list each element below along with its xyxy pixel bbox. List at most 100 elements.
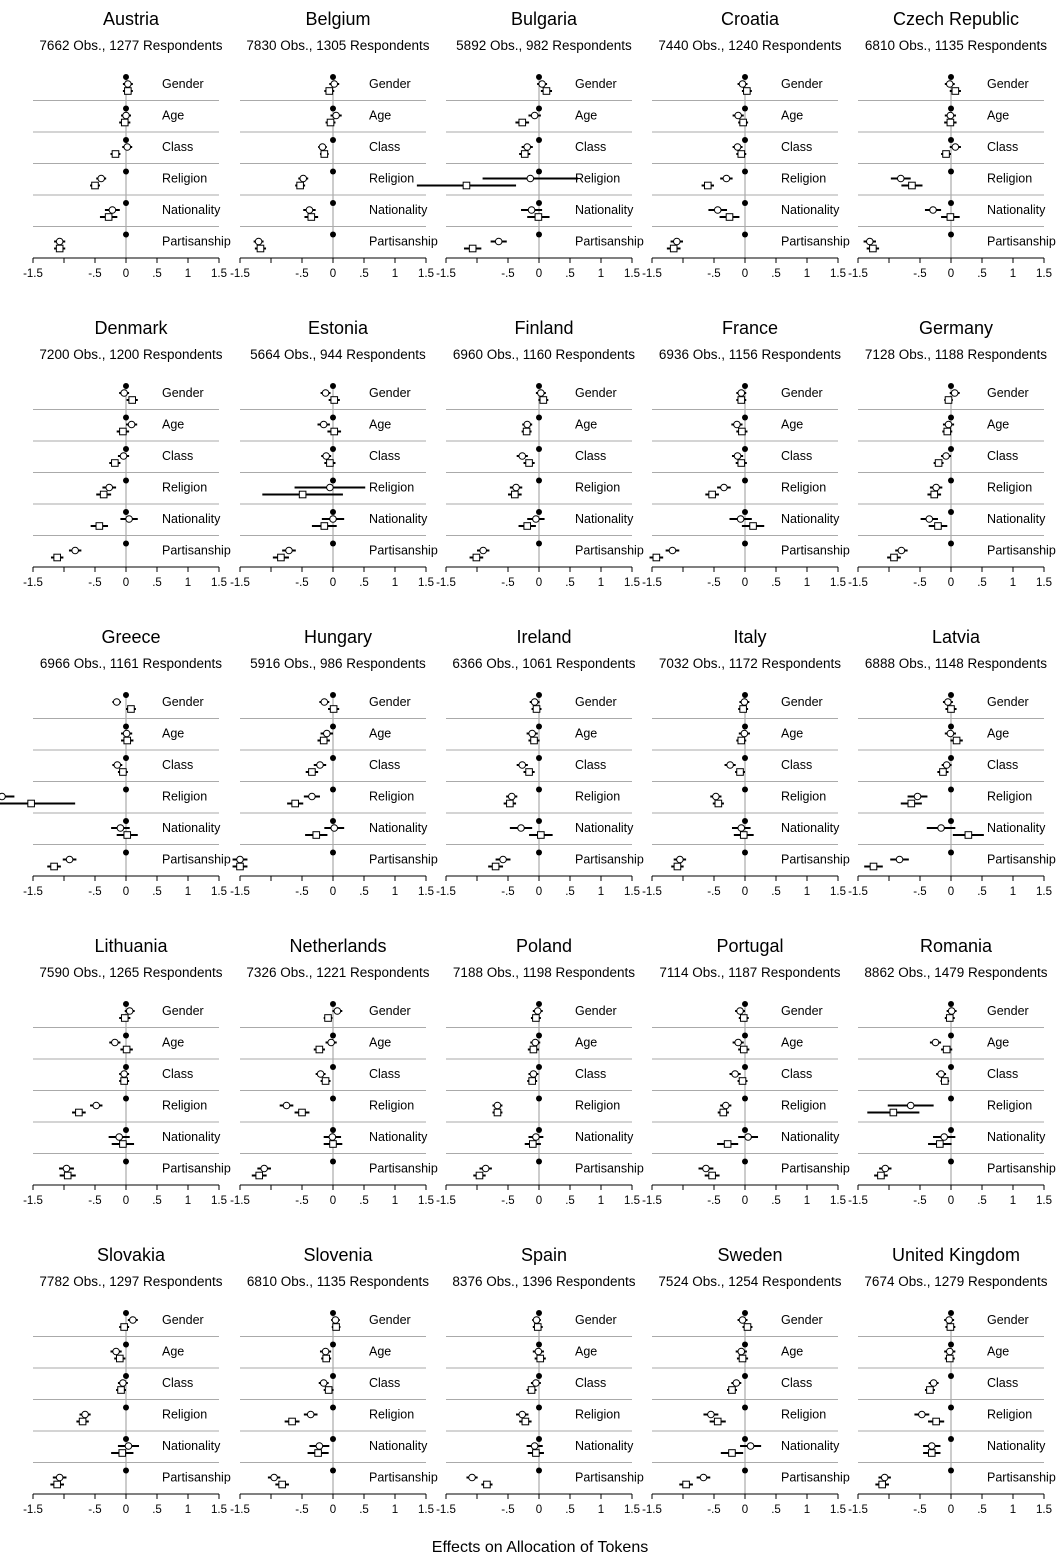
point-circle — [113, 761, 122, 769]
panel-title: Slovakia — [97, 1245, 166, 1265]
panel-subtitle: 7128 Obs., 1188 Respondents — [865, 347, 1047, 362]
category-label: Religion — [575, 790, 620, 804]
point-square — [749, 522, 757, 530]
point-circle — [316, 761, 324, 769]
category-label: Partisanship — [369, 235, 438, 249]
reference-dot — [123, 1064, 129, 1070]
point-circle — [282, 1101, 291, 1110]
category-label: Age — [575, 109, 597, 123]
point-circle — [55, 237, 64, 246]
reference-dot — [742, 1404, 748, 1411]
category-label: Religion — [369, 1408, 414, 1422]
category-label: Gender — [781, 77, 823, 91]
point-square — [932, 1417, 940, 1426]
reference-dot — [330, 1310, 336, 1316]
x-tick-label: -.5 — [913, 1504, 926, 1516]
panel-subtitle: 6810 Obs., 1135 Respondents — [865, 38, 1047, 53]
point-circle — [112, 1347, 120, 1356]
x-tick-label: -.5 — [295, 886, 308, 898]
reference-dot — [742, 477, 748, 484]
x-tick-label: 0 — [330, 886, 336, 898]
category-label: Age — [162, 727, 184, 741]
point-circle — [512, 483, 520, 492]
point-circle — [534, 1347, 543, 1356]
point-circle — [122, 729, 131, 738]
point-square — [708, 490, 716, 499]
point-square — [890, 553, 898, 562]
point-circle — [318, 143, 327, 151]
reference-dot — [742, 1064, 748, 1070]
x-tick-label: 1 — [1010, 886, 1016, 898]
point-circle — [746, 1442, 755, 1450]
x-tick-label: 0 — [742, 886, 748, 898]
point-square — [119, 427, 127, 436]
point-circle — [125, 1007, 134, 1015]
point-square — [118, 1449, 127, 1457]
panel-bulgaria: Bulgaria 5892 Obs., 982 Respondents Gender… — [416, 9, 644, 280]
point-circle — [737, 389, 746, 397]
reference-dot — [330, 786, 336, 793]
point-square — [256, 244, 265, 253]
reference-dot — [123, 1127, 129, 1133]
reference-dot — [123, 74, 129, 80]
point-circle — [55, 1473, 64, 1482]
category-label: Age — [781, 1345, 803, 1359]
reference-dot — [536, 1341, 542, 1348]
x-tick-label: -.5 — [913, 577, 926, 589]
category-label: Nationality — [781, 1439, 840, 1453]
reference-dot — [742, 1001, 748, 1007]
category-label: Nationality — [575, 512, 634, 526]
point-square — [941, 1077, 949, 1085]
point-circle — [721, 1101, 730, 1110]
category-label: Partisanship — [781, 1471, 850, 1485]
point-circle — [946, 111, 955, 120]
x-tick-label: -1.5 — [230, 1504, 250, 1516]
x-tick-label: -1.5 — [230, 886, 250, 898]
point-circle — [918, 1410, 926, 1419]
point-square — [330, 396, 339, 404]
point-square — [682, 1480, 690, 1489]
category-label: Gender — [162, 77, 204, 91]
reference-dot — [330, 1404, 336, 1411]
point-circle — [305, 206, 314, 214]
panel-subtitle: 8862 Obs., 1479 Respondents — [864, 965, 1047, 980]
point-square — [319, 736, 328, 745]
category-label: Gender — [369, 386, 411, 400]
reference-dot — [123, 723, 129, 730]
point-square — [532, 1449, 540, 1457]
panel-hungary: Hungary 5916 Obs., 986 Respondents Gender A… — [230, 627, 438, 898]
point-circle — [518, 452, 527, 460]
point-square — [527, 1386, 536, 1394]
reference-dot — [948, 723, 954, 730]
x-tick-label: 1 — [392, 1504, 398, 1516]
x-tick-label: .5 — [771, 1195, 781, 1207]
category-label: Nationality — [781, 1130, 840, 1144]
reference-dot — [123, 477, 129, 484]
point-square — [877, 1171, 885, 1180]
panel-sweden: Sweden 7524 Obs., 1254 Respondents Gender A… — [642, 1245, 850, 1516]
panel-title: Austria — [103, 9, 160, 29]
category-label: Partisanship — [781, 1162, 850, 1176]
panel-italy: Italy 7032 Obs., 1172 Respondents Gender Ag… — [642, 627, 850, 898]
point-square — [927, 1449, 936, 1457]
panel-subtitle: 7326 Obs., 1221 Respondents — [246, 965, 429, 980]
reference-dot — [330, 1032, 336, 1039]
reference-dot — [330, 414, 336, 421]
point-square — [128, 396, 136, 404]
point-square — [869, 244, 877, 253]
category-label: Religion — [575, 1408, 620, 1422]
point-circle — [120, 1070, 128, 1078]
category-label: Class — [987, 449, 1018, 463]
point-circle — [707, 1410, 715, 1419]
category-label: Religion — [369, 790, 414, 804]
point-square — [119, 768, 127, 776]
x-tick-label: -1.5 — [23, 577, 43, 589]
panel-title: France — [722, 318, 778, 338]
point-square — [314, 1449, 322, 1457]
x-tick-label: .5 — [359, 577, 369, 589]
x-tick-label: .5 — [771, 268, 781, 280]
x-tick-label: 1.5 — [830, 268, 846, 280]
reference-dot — [330, 1341, 336, 1348]
point-circle — [125, 515, 133, 523]
reference-dot — [742, 231, 748, 238]
